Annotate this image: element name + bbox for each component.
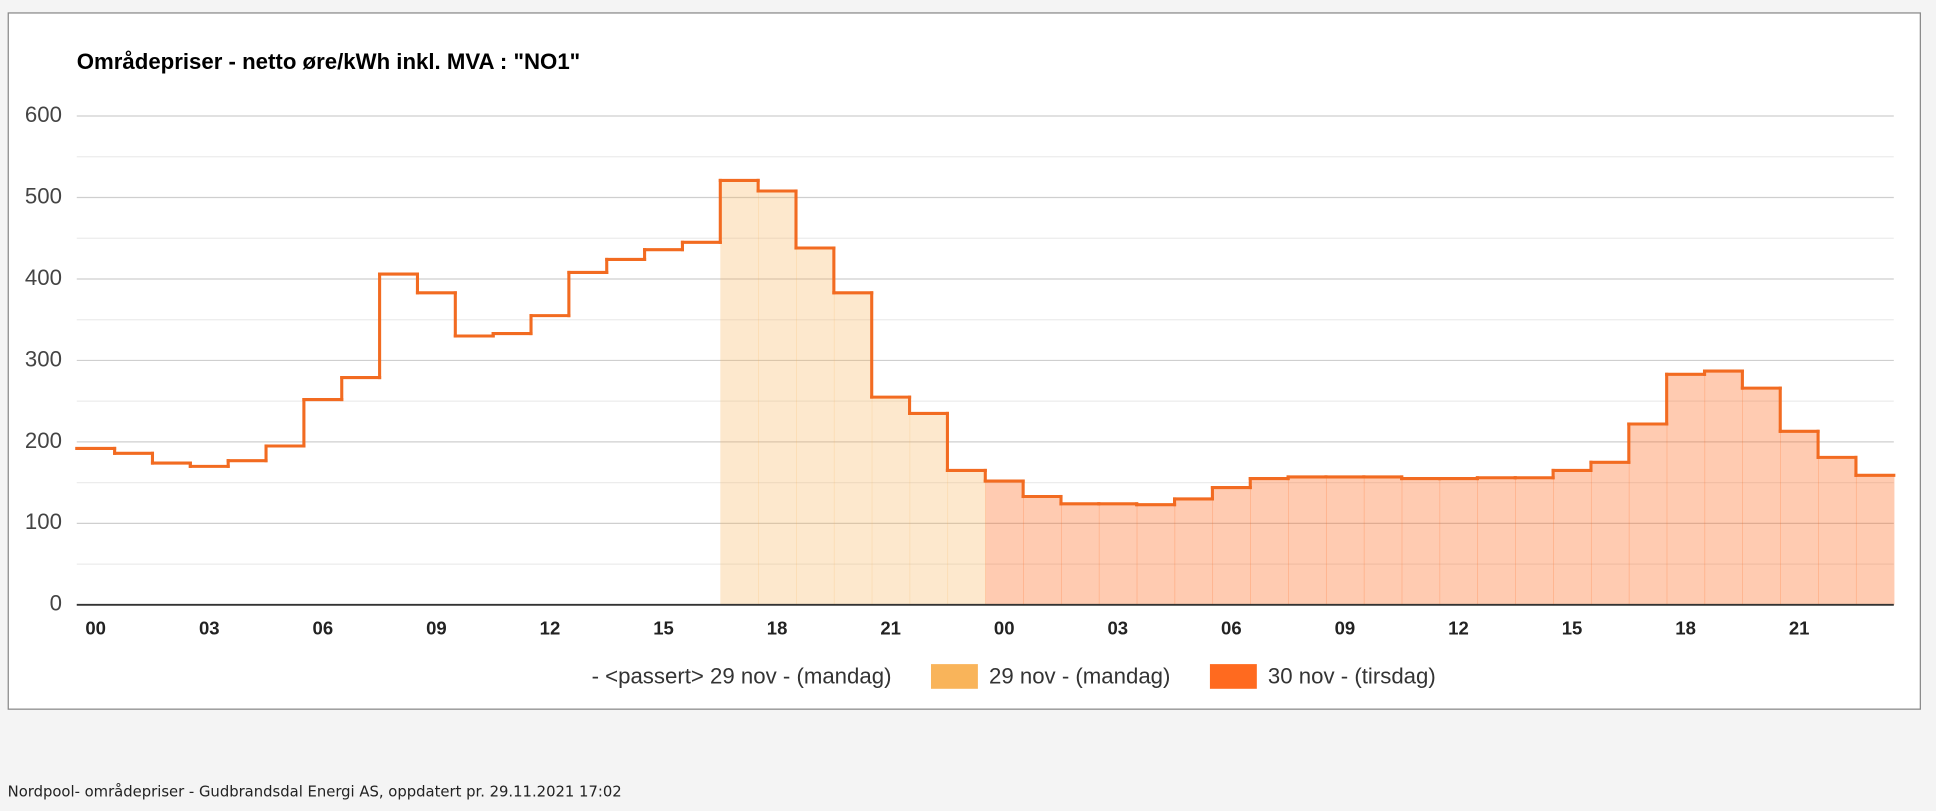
y-tick-label: 300 — [25, 346, 62, 371]
area-step — [1212, 487, 1251, 605]
area-step — [1174, 498, 1214, 605]
x-tick-label: 21 — [1789, 617, 1810, 638]
area-step — [1477, 477, 1516, 605]
area-step — [1288, 476, 1327, 605]
area-step — [1742, 388, 1781, 605]
y-tick-label: 400 — [25, 265, 62, 290]
area-step — [758, 190, 797, 605]
legend-label: - <passert> 29 nov - (mandag) — [592, 664, 892, 689]
x-tick-label: 15 — [1562, 617, 1583, 638]
y-tick-label: 600 — [25, 102, 62, 127]
area-step — [833, 292, 873, 605]
legend: - <passert> 29 nov - (mandag) 29 nov - (m… — [592, 664, 1436, 689]
area-step — [947, 470, 986, 605]
x-tick-label: 12 — [1448, 617, 1469, 638]
area-step — [871, 397, 911, 605]
area-step — [1628, 423, 1668, 605]
area-step — [1780, 431, 1819, 605]
area-step — [1060, 503, 1100, 605]
area-step — [1515, 477, 1554, 605]
area-step — [1325, 476, 1365, 605]
x-tick-label: 21 — [880, 617, 901, 638]
x-tick-label: 00 — [85, 617, 106, 638]
area-step — [1098, 503, 1138, 605]
area-step — [1666, 374, 1706, 605]
footer: Nordpool- områdepriser - Gudbrandsdal En… — [8, 783, 622, 800]
area-step — [1136, 504, 1176, 605]
area-step — [720, 180, 759, 605]
area-step — [1590, 462, 1630, 605]
chart-title: Områdepriser - netto øre/kWh inkl. MVA :… — [77, 49, 580, 74]
y-tick-label: 500 — [25, 183, 62, 208]
area-step — [985, 481, 1024, 605]
area-step — [1439, 478, 1479, 605]
x-tick-label: 03 — [1107, 617, 1128, 638]
area-step — [909, 413, 949, 605]
x-tick-label: 18 — [1675, 617, 1696, 638]
x-tick-label: 09 — [426, 617, 447, 638]
area-step — [1250, 478, 1289, 605]
area-step — [1818, 457, 1857, 605]
area-step — [1553, 470, 1592, 605]
area-step — [1363, 476, 1403, 605]
x-tick-label: 00 — [994, 617, 1015, 638]
area-step — [1855, 475, 1895, 605]
x-tick-label: 03 — [199, 617, 220, 638]
x-tick-label: 12 — [540, 617, 561, 638]
legend-label: 30 nov - (tirsdag) — [1268, 664, 1436, 689]
area-step — [1023, 496, 1062, 605]
x-tick-label: 06 — [1221, 617, 1242, 638]
x-tick-label: 06 — [313, 617, 334, 638]
legend-label: 29 nov - (mandag) — [989, 664, 1170, 689]
legend-swatch — [1209, 664, 1257, 689]
area-step — [1704, 371, 1743, 605]
x-tick-label: 18 — [767, 617, 788, 638]
legend-swatch — [930, 664, 978, 689]
x-tick-label: 09 — [1335, 617, 1356, 638]
y-tick-label: 200 — [25, 428, 62, 453]
area-step — [1401, 478, 1441, 605]
area-step — [796, 248, 835, 605]
x-tick-label: 15 — [653, 617, 674, 638]
y-tick-label: 100 — [25, 509, 62, 534]
y-tick-label: 0 — [50, 591, 62, 616]
